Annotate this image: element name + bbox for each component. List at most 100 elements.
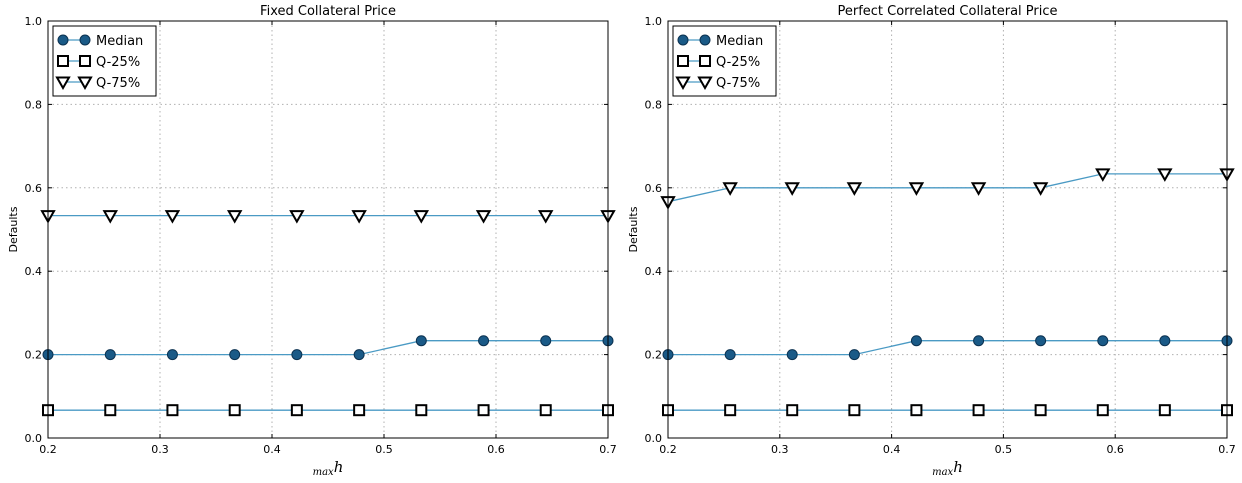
data-point — [539, 404, 552, 417]
legend-marker — [79, 34, 91, 46]
x-axis-label-main: h — [953, 458, 963, 476]
series-line — [668, 340, 1227, 356]
x-tick-label: 0.5 — [995, 443, 1013, 456]
axes-frame — [47, 20, 609, 439]
data-point — [1158, 404, 1171, 417]
legend-marker — [677, 34, 689, 46]
x-tick-label: 0.3 — [151, 443, 169, 456]
data-point — [846, 182, 863, 196]
legend-marker — [699, 55, 711, 67]
legend-label: Q-75% — [716, 76, 760, 91]
legend-label: Q-75% — [96, 76, 140, 91]
data-point — [540, 335, 552, 347]
chart-title: Fixed Collateral Price — [260, 4, 396, 19]
data-point — [291, 349, 303, 361]
x-axis-label: maxh — [932, 458, 963, 478]
y-tick-label: 0.4 — [25, 265, 43, 278]
data-point — [908, 182, 925, 196]
chart-perfect-correlated-collateral-price: 0.2 0.3 0.4 0.5 0.6 0.70.00.20.40.60.81.0Perf… — [627, 4, 1236, 478]
data-point — [786, 349, 798, 361]
legend: Median Q-25% Q-75% — [52, 25, 157, 97]
x-axis-label: maxh — [313, 458, 344, 478]
data-point — [1032, 182, 1049, 196]
data-point — [786, 404, 799, 417]
x-axis-label-subscript: max — [313, 467, 334, 478]
legend-label: Median — [96, 34, 143, 49]
data-point — [910, 335, 922, 347]
y-tick-label: 0.0 — [645, 432, 663, 445]
x-tick-label: 0.2 — [39, 443, 57, 456]
legend: Median Q-25% Q-75% — [672, 25, 777, 97]
series-q-75- — [40, 210, 616, 224]
series-line — [48, 340, 608, 356]
data-point — [226, 210, 243, 224]
x-tick-label: 0.4 — [263, 443, 281, 456]
data-point — [784, 182, 800, 196]
data-point — [351, 210, 367, 224]
data-point — [102, 210, 118, 224]
legend-marker — [675, 76, 691, 91]
data-point — [228, 404, 241, 417]
y-axis-label: Defaults — [7, 206, 20, 252]
series-median — [42, 335, 614, 361]
series-median — [662, 335, 1233, 361]
chart-title: Perfect Correlated Collateral Price — [837, 4, 1057, 19]
legend-marker — [697, 76, 713, 91]
x-tick-label: 0.7 — [1218, 443, 1236, 456]
data-point — [413, 210, 430, 224]
x-tick-label: 0.6 — [1106, 443, 1124, 456]
data-point — [1035, 335, 1047, 347]
legend-entry: Q-25% — [57, 55, 140, 70]
data-point — [478, 335, 490, 347]
y-tick-label: 0.8 — [645, 98, 663, 111]
data-point — [970, 182, 987, 196]
y-tick-label: 0.8 — [25, 98, 43, 111]
legend-entry: Q-75% — [55, 76, 140, 91]
x-tick-label: 0.2 — [659, 443, 677, 456]
x-tick-label: 0.6 — [487, 443, 505, 456]
data-point — [724, 349, 736, 361]
y-tick-label: 0.2 — [25, 349, 43, 362]
data-point — [972, 404, 985, 417]
legend-entry: Q-25% — [677, 55, 760, 70]
legend-marker — [57, 55, 69, 67]
data-point — [229, 349, 241, 361]
data-point — [166, 404, 179, 417]
y-axis-label: Defaults — [627, 206, 640, 252]
data-point — [1034, 404, 1047, 417]
data-point — [724, 404, 737, 417]
data-point — [910, 404, 923, 417]
data-point — [1097, 335, 1109, 347]
data-point — [1095, 168, 1111, 182]
data-point — [973, 335, 985, 347]
data-point — [166, 349, 178, 361]
data-point — [290, 404, 303, 417]
data-point — [415, 404, 428, 417]
legend-marker — [699, 34, 711, 46]
data-point — [722, 182, 738, 196]
data-point — [415, 335, 427, 347]
data-point — [1157, 168, 1173, 182]
data-point — [848, 349, 860, 361]
data-point — [353, 349, 365, 361]
x-tick-label: 0.3 — [771, 443, 789, 456]
y-tick-label: 0.6 — [25, 182, 43, 195]
legend-label: Q-25% — [716, 55, 760, 70]
y-tick-label: 1.0 — [25, 15, 43, 28]
data-point — [1096, 404, 1109, 417]
data-point — [104, 349, 116, 361]
y-tick-label: 0.0 — [25, 432, 43, 445]
axes-frame — [667, 20, 1228, 439]
data-point — [164, 210, 181, 224]
data-point — [1159, 335, 1171, 347]
legend-marker — [77, 76, 93, 91]
y-tick-label: 0.2 — [645, 349, 663, 362]
data-point — [353, 404, 366, 417]
chart-fixed-collateral-price: 0.2 0.3 0.4 0.5 0.6 0.70.00.20.40.60.81.0Fixe… — [7, 4, 617, 478]
y-tick-label: 1.0 — [645, 15, 663, 28]
legend-marker — [57, 34, 69, 46]
y-tick-label: 0.6 — [645, 182, 663, 195]
y-tick-label: 0.4 — [645, 265, 663, 278]
x-tick-label: 0.7 — [599, 443, 617, 456]
